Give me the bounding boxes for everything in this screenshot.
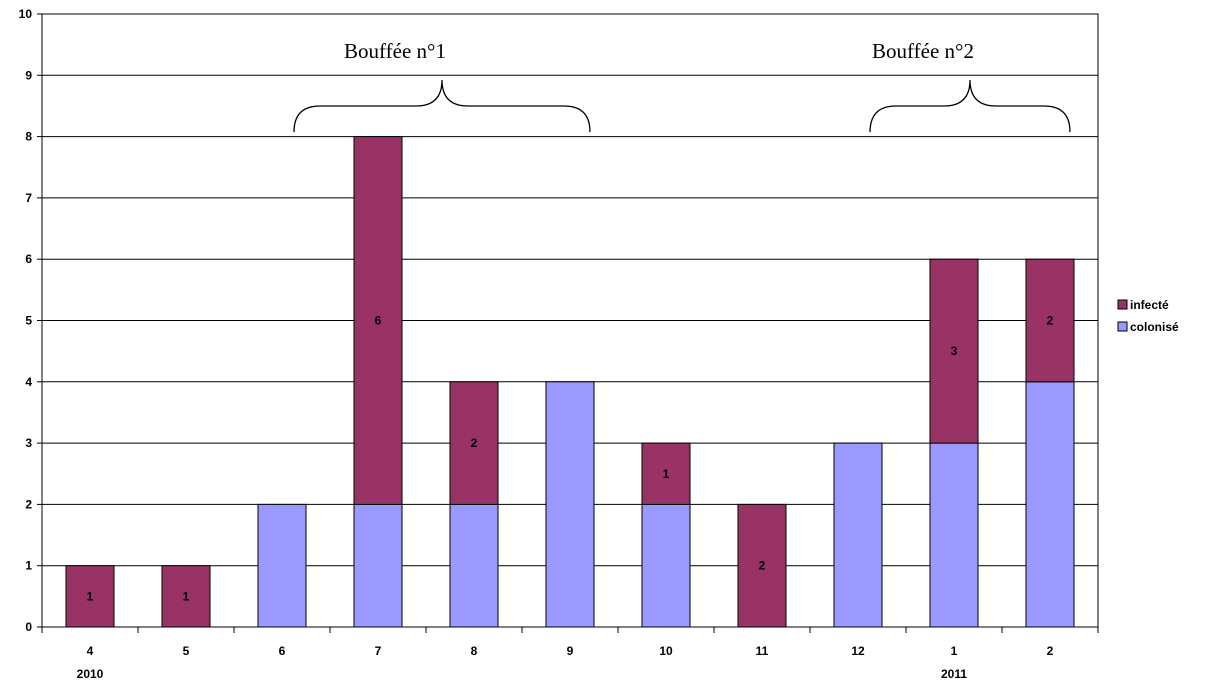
data-label-infecte: 6 xyxy=(375,314,382,328)
y-tick-label: 9 xyxy=(25,68,32,82)
x-year-label: 2010 xyxy=(77,667,104,681)
data-label-infecte: 1 xyxy=(183,589,190,603)
data-label-infecte: 2 xyxy=(759,559,766,573)
x-tick-label: 8 xyxy=(471,644,478,658)
y-tick-label: 8 xyxy=(25,130,32,144)
y-tick-label: 7 xyxy=(25,191,32,205)
y-tick-label: 6 xyxy=(25,252,32,266)
y-tick-label: 2 xyxy=(25,497,32,511)
legend-swatch-colonise xyxy=(1117,321,1128,332)
data-label-infecte: 1 xyxy=(663,467,670,481)
bar-segment-infecte xyxy=(353,136,403,505)
bar-segment-colonise xyxy=(833,442,883,628)
bar-segment-colonise xyxy=(449,503,499,628)
data-label-infecte: 3 xyxy=(951,344,958,358)
bar-segment-infecte xyxy=(1025,258,1075,383)
y-tick-label: 1 xyxy=(25,559,32,573)
x-tick-label: 6 xyxy=(279,644,286,658)
bar-segment-infecte xyxy=(449,381,499,505)
bar-segment-infecte xyxy=(65,565,115,628)
x-tick-label: 11 xyxy=(756,644,769,658)
x-tick-label: 1 xyxy=(951,644,958,658)
annotation-brace xyxy=(293,79,591,133)
bar-segment-colonise xyxy=(641,503,691,628)
data-label-infecte: 2 xyxy=(471,436,478,450)
bar-segment-infecte xyxy=(737,503,787,628)
y-tick-label: 5 xyxy=(25,314,32,328)
bar-segment-colonise xyxy=(353,503,403,628)
bar-segment-colonise xyxy=(545,381,595,628)
bar-segment-colonise xyxy=(929,442,979,628)
legend-label-colonise: colonisé xyxy=(1130,320,1179,334)
y-tick-label: 3 xyxy=(25,436,32,450)
y-tick-label: 4 xyxy=(25,375,32,389)
data-label-infecte: 2 xyxy=(1047,314,1054,328)
annotation-label: Bouffée n°1 xyxy=(344,39,446,63)
x-tick-label: 5 xyxy=(183,644,190,658)
x-tick-label: 10 xyxy=(659,644,673,658)
x-tick-label: 4 xyxy=(87,644,94,658)
legend-label-infecte: infecté xyxy=(1130,298,1169,312)
bar-segment-colonise xyxy=(257,503,307,628)
x-tick-label: 9 xyxy=(567,644,574,658)
bar-segment-infecte xyxy=(929,258,979,444)
data-label-infecte: 1 xyxy=(87,589,94,603)
annotation-brace xyxy=(869,79,1071,133)
bar-segment-colonise xyxy=(1025,381,1075,628)
y-tick-label: 0 xyxy=(25,620,32,634)
x-tick-label: 7 xyxy=(375,644,382,658)
bar-segment-infecte xyxy=(161,565,211,628)
x-tick-label: 12 xyxy=(851,644,865,658)
legend-swatch-infecte xyxy=(1117,299,1128,310)
x-year-label: 2011 xyxy=(941,667,967,681)
y-tick-label: 10 xyxy=(19,7,33,21)
annotation-label: Bouffée n°2 xyxy=(872,39,974,63)
x-tick-label: 2 xyxy=(1047,644,1054,658)
bar-segment-infecte xyxy=(641,442,691,505)
